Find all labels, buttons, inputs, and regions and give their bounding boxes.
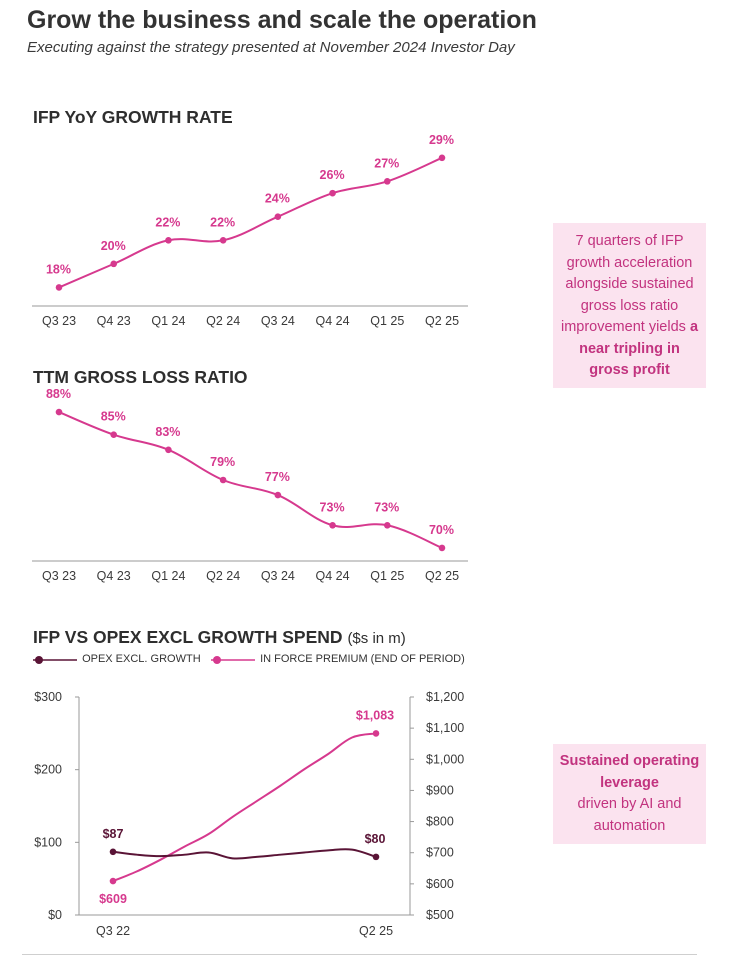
ifp-series-line bbox=[112, 732, 377, 882]
gross-loss-data-label-6: 73% bbox=[374, 500, 399, 514]
right-y-tick-5: $1,000 bbox=[426, 752, 464, 766]
gross-loss-series-line bbox=[58, 411, 443, 549]
page-subtitle: Executing against the strategy presented… bbox=[27, 39, 515, 56]
gross-loss-x-tick-6: Q1 25 bbox=[370, 569, 404, 583]
callout-gross-profit: 7 quarters of IFP growth acceleration al… bbox=[553, 223, 706, 388]
gross-loss-data-label-0: 88% bbox=[46, 387, 71, 401]
ifp-growth-x-tick-3: Q2 24 bbox=[206, 314, 240, 328]
legend-opex-marker bbox=[33, 656, 77, 665]
chart-title-ifp-vs-opex: IFP VS OPEX EXCL GROWTH SPEND ($s in m) bbox=[33, 627, 406, 648]
gross-loss-x-tick-2: Q1 24 bbox=[151, 569, 185, 583]
right-y-tick-2: $700 bbox=[426, 846, 454, 860]
left-y-tick-2: $200 bbox=[34, 763, 62, 777]
ifp-growth-x-tick-4: Q3 24 bbox=[261, 314, 295, 328]
ifp-growth-point-0 bbox=[55, 284, 63, 291]
ifp-growth-x-tick-0: Q3 23 bbox=[42, 314, 76, 328]
opex-label-start: $87 bbox=[103, 827, 124, 841]
ifp-growth-data-label-1: 20% bbox=[101, 239, 126, 253]
opex-point-end bbox=[372, 853, 380, 861]
ifp-growth-point-6 bbox=[383, 178, 391, 185]
left-y-tick-1: $100 bbox=[34, 835, 62, 849]
gross-loss-point-4 bbox=[274, 491, 282, 499]
ifp-growth-point-4 bbox=[274, 213, 282, 221]
x-tick-0: Q3 22 bbox=[96, 924, 130, 938]
gross-loss-x-tick-1: Q4 23 bbox=[97, 569, 131, 583]
ifp-growth-point-1 bbox=[110, 260, 118, 268]
gross-loss-data-label-1: 85% bbox=[101, 410, 126, 424]
gross-loss-x-tick-5: Q4 24 bbox=[316, 569, 350, 583]
chart-title-gross-loss: TTM GROSS LOSS RATIO bbox=[33, 367, 248, 387]
ifp-growth-data-label-0: 18% bbox=[46, 262, 71, 276]
ifp-label-end: $1,083 bbox=[356, 708, 394, 722]
x-tick-1: Q2 25 bbox=[359, 924, 393, 938]
bottom-divider bbox=[22, 954, 697, 955]
ifp-growth-point-7 bbox=[438, 154, 446, 162]
chart-title-unit: ($s in m) bbox=[347, 630, 406, 647]
right-y-tick-3: $800 bbox=[426, 815, 454, 829]
ifp-growth-point-3 bbox=[219, 236, 227, 244]
gross-loss-point-1 bbox=[110, 431, 118, 439]
ifp-growth-x-tick-2: Q1 24 bbox=[151, 314, 185, 328]
page-title: Grow the business and scale the operatio… bbox=[27, 6, 537, 34]
ifp-growth-data-label-6: 27% bbox=[374, 156, 399, 170]
gross-loss-point-2 bbox=[165, 446, 172, 454]
callout-gross-profit-bold: a near tripling in gross profit bbox=[579, 319, 699, 378]
gross-loss-data-label-7: 70% bbox=[429, 523, 454, 537]
ifp-label-start: $609 bbox=[99, 892, 127, 906]
right-y-tick-0: $500 bbox=[426, 908, 454, 922]
ifp-growth-data-label-2: 22% bbox=[155, 215, 180, 229]
ifp-growth-x-tick-5: Q4 24 bbox=[316, 314, 350, 328]
ifp-point-start bbox=[109, 877, 117, 885]
gross-loss-point-3 bbox=[219, 476, 227, 484]
ifp-growth-data-label-3: 22% bbox=[210, 215, 235, 229]
legend-opex-label: OPEX EXCL. GROWTH bbox=[82, 653, 201, 665]
legend-ifp-marker bbox=[211, 656, 255, 665]
opex-point-start bbox=[109, 848, 117, 856]
left-y-tick-3: $300 bbox=[34, 690, 62, 704]
gross-loss-point-7 bbox=[438, 544, 446, 552]
right-y-tick-7: $1,200 bbox=[426, 690, 464, 704]
gross-loss-data-label-2: 83% bbox=[155, 425, 180, 439]
ifp-growth-data-label-4: 24% bbox=[265, 192, 290, 206]
ifp-growth-x-tick-7: Q2 25 bbox=[425, 314, 459, 328]
right-y-tick-4: $900 bbox=[426, 783, 454, 797]
opex-series-line bbox=[112, 848, 377, 860]
gross-loss-data-label-4: 77% bbox=[265, 470, 290, 484]
opex-label-end: $80 bbox=[365, 832, 386, 846]
callout-gross-profit-text: 7 quarters of IFP growth acceleration al… bbox=[560, 233, 694, 335]
legend-ifp: IN FORCE PREMIUM (END OF PERIOD) bbox=[211, 653, 465, 665]
callout-operating-leverage: Sustained operating leverage driven by A… bbox=[553, 744, 706, 844]
gross-loss-data-label-5: 73% bbox=[320, 500, 345, 514]
ifp-growth-data-label-7: 29% bbox=[429, 133, 454, 147]
gross-loss-x-tick-4: Q3 24 bbox=[261, 569, 295, 583]
gross-loss-point-6 bbox=[383, 521, 391, 529]
ifp-growth-x-tick-6: Q1 25 bbox=[370, 314, 404, 328]
legend-opex: OPEX EXCL. GROWTH bbox=[33, 653, 201, 665]
gross-loss-data-label-3: 79% bbox=[210, 455, 235, 469]
ifp-growth-series-line bbox=[58, 156, 443, 289]
chart-title-ifp-vs-opex-main: IFP VS OPEX EXCL GROWTH SPEND bbox=[33, 627, 343, 647]
ifp-growth-data-label-5: 26% bbox=[320, 168, 345, 182]
ifp-growth-point-2 bbox=[165, 236, 172, 244]
callout-operating-leverage-text: driven by AI and automation bbox=[577, 796, 682, 834]
gross-loss-point-5 bbox=[329, 521, 336, 529]
ifp-growth-point-5 bbox=[329, 189, 336, 197]
right-y-tick-1: $600 bbox=[426, 877, 454, 891]
ifp-growth-x-tick-1: Q4 23 bbox=[97, 314, 131, 328]
right-y-tick-6: $1,100 bbox=[426, 721, 464, 735]
chart-title-ifp-growth: IFP YoY GROWTH RATE bbox=[33, 107, 233, 127]
legend-ifp-label: IN FORCE PREMIUM (END OF PERIOD) bbox=[260, 653, 465, 665]
callout-operating-leverage-bold: Sustained operating leverage bbox=[559, 753, 700, 791]
gross-loss-x-tick-3: Q2 24 bbox=[206, 569, 240, 583]
gross-loss-x-tick-7: Q2 25 bbox=[425, 569, 459, 583]
left-y-tick-0: $0 bbox=[48, 908, 62, 922]
gross-loss-x-tick-0: Q3 23 bbox=[42, 569, 76, 583]
gross-loss-point-0 bbox=[55, 408, 63, 416]
ifp-point-end bbox=[372, 730, 380, 737]
